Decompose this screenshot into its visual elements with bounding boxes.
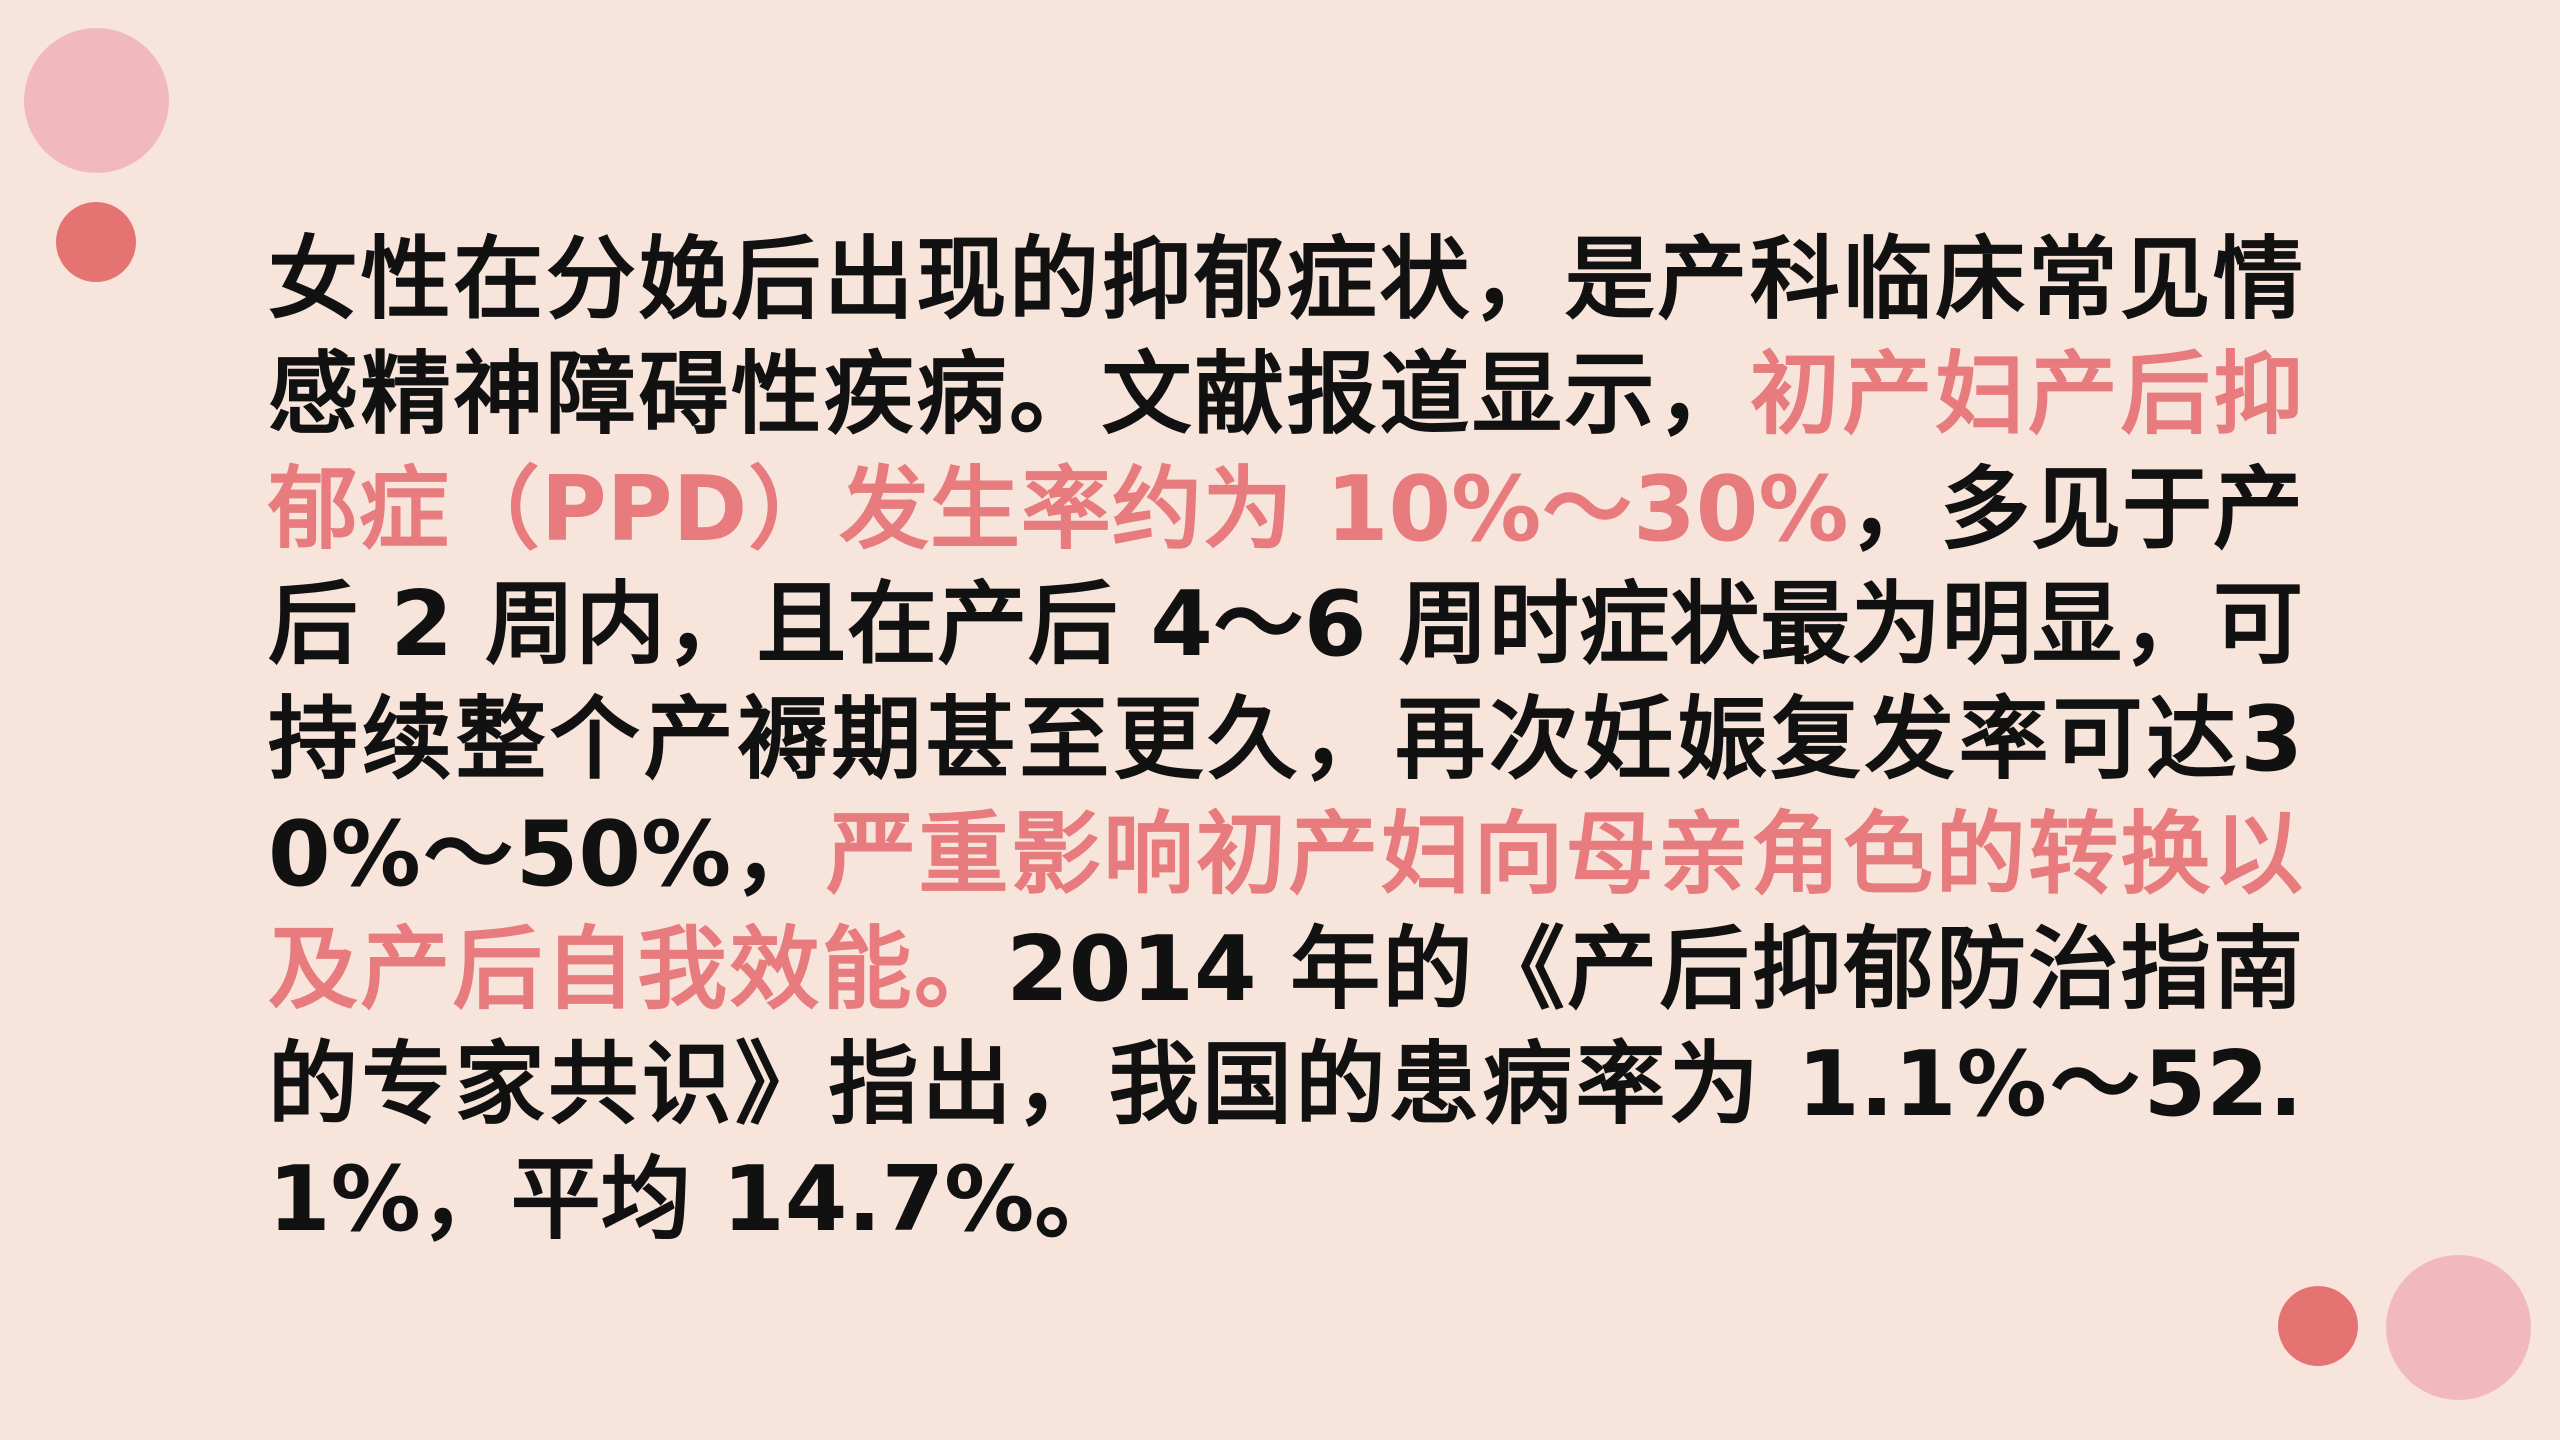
text-segment: 女性在分娩后出现的抑郁症状，是产科临床常见情感精神障碍性疾病。文献报道显示，	[268, 227, 2303, 447]
text-segment: ，多见于产后 2 周内，且在产后 4～6 周时症状最为明显，可持续整个产褥期甚至…	[268, 457, 2303, 907]
decor-circle-top-left-large	[24, 28, 169, 173]
highlight-incidence: 初产妇产后抑郁症（PPD）发生率约为 10%～30%	[268, 342, 2304, 562]
slide-paragraph: 女性在分娩后出现的抑郁症状，是产科临床常见情感精神障碍性疾病。文献报道显示，初产…	[268, 222, 2303, 1257]
decor-circle-top-left-small	[56, 202, 136, 282]
decor-circle-bottom-right-large	[2386, 1255, 2531, 1400]
text-segment: 2014 年的《产后抑郁防治指南的专家共识》指出，我国的患病率为 1.1%～52…	[268, 917, 2304, 1252]
highlight-impact: 严重影响初产妇向母亲角色的转换以及产后自我效能。	[268, 802, 2304, 1022]
decor-circle-bottom-right-small	[2278, 1286, 2358, 1366]
